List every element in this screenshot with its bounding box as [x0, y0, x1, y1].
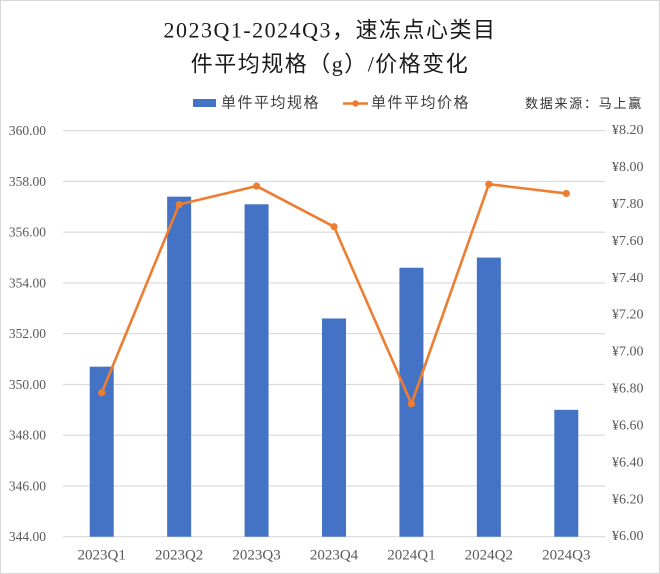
line-series-price — [98, 180, 570, 408]
right-axis-tick-label: ¥7.60 — [612, 234, 644, 249]
price-point-2024Q2 — [485, 180, 493, 188]
size-bar-2024Q2 — [476, 257, 501, 537]
left-axis-tick-label: 356.00 — [9, 225, 46, 240]
left-axis-tick-label: 346.00 — [9, 478, 46, 493]
legend-item-bar: 单件平均规格 — [193, 95, 320, 112]
legend-line-marker-icon — [352, 100, 359, 107]
right-axis-tick-label: ¥6.40 — [612, 455, 644, 470]
x-axis-category-label: 2023Q3 — [232, 548, 280, 564]
right-axis-tick-label: ¥8.20 — [612, 123, 644, 138]
left-axis-tick-label: 354.00 — [9, 275, 46, 290]
right-axis-tick-label: ¥6.00 — [612, 529, 644, 544]
left-axis-tick-label: 348.00 — [9, 428, 46, 443]
right-axis-tick-label: ¥7.00 — [612, 345, 644, 360]
price-point-2023Q3 — [252, 182, 261, 190]
right-axis-tick-label: ¥8.00 — [612, 160, 644, 175]
chart-title-line-2: 件平均规格（g）/价格变化 — [191, 52, 470, 77]
left-y-axis: 344.00 346.00 348.00 350.00 352.00 354.00 356.… — [9, 123, 46, 544]
left-axis-tick-label: 350.00 — [9, 377, 46, 392]
price-point-2024Q3 — [562, 189, 570, 198]
right-axis-tick-label: ¥6.80 — [612, 382, 644, 397]
legend-item-line: 单件平均价格 — [343, 95, 470, 112]
x-axis-category-label: 2023Q2 — [155, 548, 203, 564]
x-axis-category-label: 2023Q4 — [310, 548, 359, 564]
size-bar-2023Q2 — [167, 196, 192, 537]
price-point-2023Q2 — [175, 200, 183, 209]
legend-bar-swatch-icon — [193, 99, 216, 107]
chart-title-line-1: 2023Q1-2024Q3，速冻点心类目 — [163, 18, 496, 43]
price-point-2023Q1 — [98, 389, 106, 397]
right-axis-tick-label: ¥7.20 — [612, 308, 644, 323]
left-axis-tick-label: 352.00 — [9, 326, 46, 341]
left-axis-tick-label: 358.00 — [9, 174, 46, 189]
x-axis-category-label: 2024Q2 — [465, 548, 513, 564]
legend-line-label: 单件平均价格 — [371, 95, 470, 112]
legend-bar-label: 单件平均规格 — [221, 95, 320, 112]
legend: 单件平均规格 单件平均价格 数据来源：马上赢 — [193, 95, 643, 112]
size-bar-2023Q3 — [244, 204, 269, 537]
x-axis-category-label: 2024Q3 — [542, 548, 590, 564]
size-bar-2024Q3 — [554, 409, 579, 537]
right-axis-tick-label: ¥7.80 — [612, 197, 644, 212]
right-y-axis: ¥6.00 ¥6.20 ¥6.40 ¥6.60 ¥6.80 ¥7.00 ¥7.20 ¥7.40… — [612, 123, 644, 544]
chart-title: 2023Q1-2024Q3，速冻点心类目 件平均规格（g）/价格变化 — [163, 18, 496, 77]
size-bar-2023Q4 — [322, 318, 346, 537]
left-axis-tick-label: 360.00 — [9, 123, 46, 138]
x-axis: 2023Q1 2023Q2 2023Q3 2023Q4 2024Q1 2024Q2 2024… — [78, 548, 591, 564]
data-source-note: 数据来源：马上赢 — [525, 96, 643, 111]
price-point-2023Q4 — [330, 223, 338, 231]
price-point-2024Q1 — [407, 400, 416, 408]
x-axis-category-label: 2024Q1 — [387, 548, 435, 564]
right-axis-tick-label: ¥6.60 — [612, 418, 644, 433]
left-axis-tick-label: 344.00 — [9, 529, 46, 544]
right-axis-tick-label: ¥7.40 — [612, 271, 644, 286]
x-axis-category-label: 2023Q1 — [78, 548, 126, 564]
right-axis-tick-label: ¥6.20 — [612, 492, 644, 507]
